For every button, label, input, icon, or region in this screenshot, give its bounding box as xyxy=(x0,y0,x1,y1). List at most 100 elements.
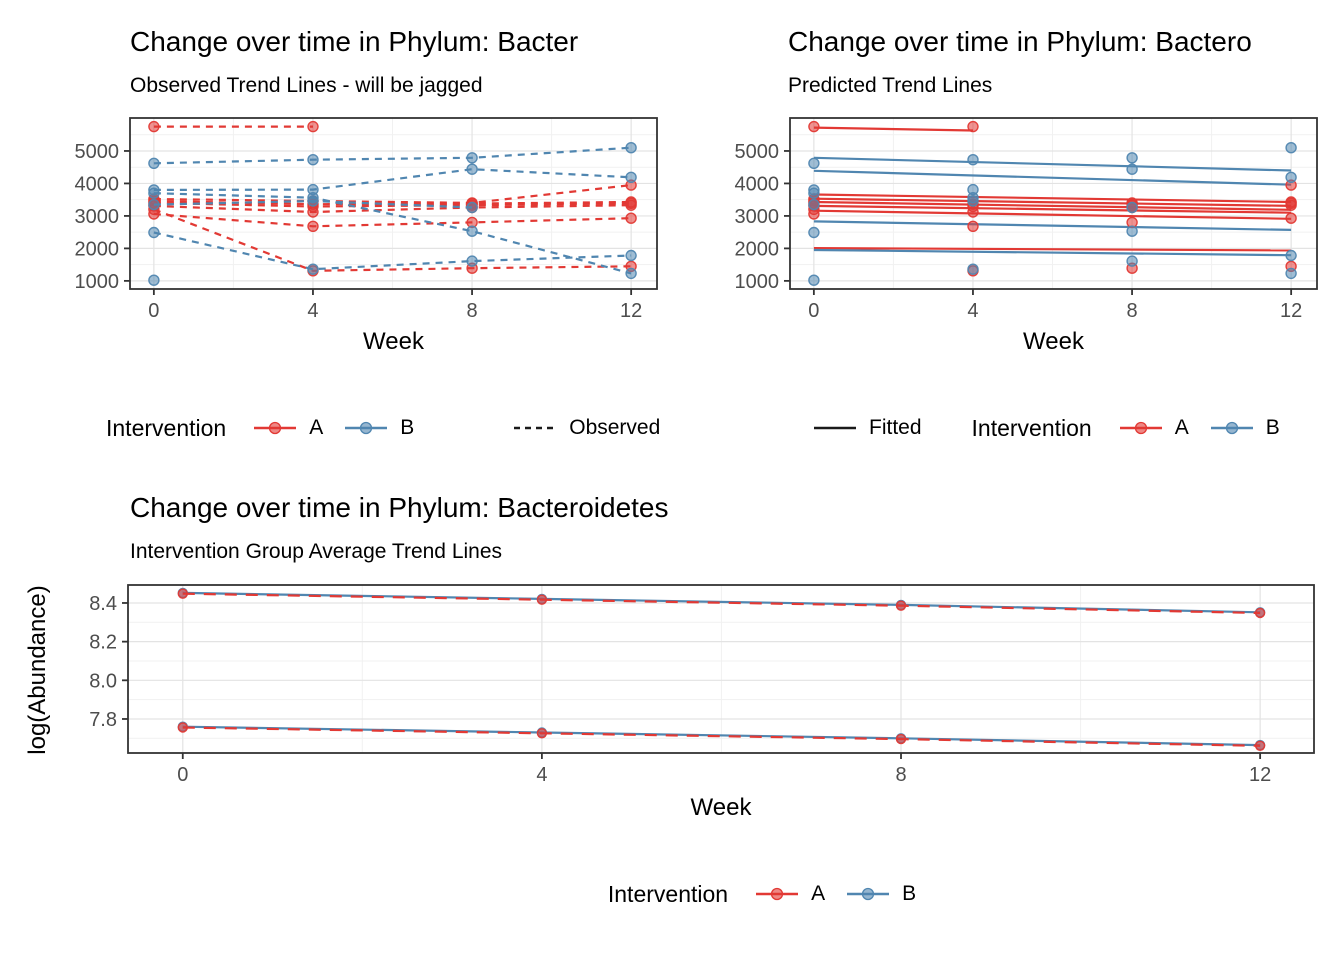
legend-key-b-point xyxy=(861,887,875,901)
data-point-A-lower-avg xyxy=(895,733,907,745)
trend-line-fit-A6 xyxy=(813,209,1292,220)
x-tick-label: 8 xyxy=(895,764,906,786)
x-tick-label: 12 xyxy=(1249,764,1271,786)
data-point-A-lower-avg xyxy=(1254,740,1266,751)
legend-key-fitted: Fitted xyxy=(812,415,922,441)
legend-key-fitted-glyph xyxy=(814,426,856,430)
trend-line-A5 xyxy=(153,204,632,214)
data-point-obs-B1 xyxy=(967,153,979,166)
data-point-obs-A6 xyxy=(967,220,979,233)
panel-border xyxy=(129,117,658,290)
data-point-B4 xyxy=(307,195,319,207)
legend-key-b-glyph xyxy=(1210,421,1253,435)
data-point-A-lower-avg xyxy=(536,728,548,739)
trend-line-fit-A2 xyxy=(813,193,1292,204)
trend-line-B3 xyxy=(153,192,632,275)
legend-title-intervention: Intervention xyxy=(607,880,729,907)
data-point-A-upper-avg xyxy=(1254,607,1266,619)
x-tick-label: 4 xyxy=(536,764,547,786)
data-point-B1 xyxy=(466,152,478,164)
y-tick-label: 5000 xyxy=(75,141,120,163)
legend-key-a-point xyxy=(1134,421,1147,435)
y-tick-label: 4000 xyxy=(75,173,120,195)
data-point-A6 xyxy=(307,220,319,233)
y-tick-label: 2000 xyxy=(75,238,120,260)
trend-line-A4 xyxy=(153,201,632,208)
trend-line-fit-B2 xyxy=(813,169,1292,186)
data-point-obs-A5 xyxy=(967,206,979,218)
x-tick-label: 8 xyxy=(466,300,477,322)
data-point-obs-B4 xyxy=(808,198,820,211)
chart-group-average-legend: Intervention A B xyxy=(0,872,1344,916)
trend-line-A-upper-avg xyxy=(182,592,1261,615)
data-point-B4 xyxy=(148,198,160,211)
chart-predicted-subtitle: Predicted Trend Lines xyxy=(788,74,993,97)
chart-group-average-subtitle: Intervention Group Average Trend Lines xyxy=(130,540,503,563)
data-point-obs-B1 xyxy=(1285,141,1297,154)
trend-line-B1 xyxy=(153,146,632,165)
y-tick-label: 2000 xyxy=(735,238,780,260)
trend-line-B2 xyxy=(153,168,632,191)
x-tick-label: 8 xyxy=(1126,300,1137,322)
y-tick-label: 8.2 xyxy=(89,632,117,654)
trend-line-A2 xyxy=(153,184,632,205)
data-point-B3 xyxy=(466,225,478,237)
legend-key-b-label: B xyxy=(1265,416,1280,439)
data-point-B1 xyxy=(625,141,637,154)
data-point-obs-B5 xyxy=(808,226,820,239)
legend-key-a-glyph xyxy=(254,421,297,435)
chart-group-average-title: Change over time in Phylum: Bacteroidete… xyxy=(130,492,669,523)
legend-key-b-label: B xyxy=(902,882,917,905)
legend-title-intervention: Intervention xyxy=(971,414,1092,441)
y-tick-label: 5000 xyxy=(735,141,780,163)
data-point-B2 xyxy=(466,163,478,175)
legend-key-a-point xyxy=(269,421,282,435)
chart-observed-plot: 0 4 8 12 1000 2000 3000 4000 5000 xyxy=(75,117,658,322)
data-point-B3 xyxy=(148,187,160,199)
data-point-A5 xyxy=(307,206,319,218)
trend-line-fit-A4 xyxy=(813,200,1292,211)
legend-key-b-glyph xyxy=(847,887,890,901)
trend-line-fit-B4 xyxy=(813,248,1292,257)
data-point-obs-B3 xyxy=(808,187,820,199)
legend-key-b-label: B xyxy=(400,416,415,439)
legend-key-a-label: A xyxy=(811,882,826,905)
data-point-obs-B2 xyxy=(1126,163,1138,175)
legend-key-a-point xyxy=(770,887,784,901)
data-point-obs-B5 xyxy=(1126,255,1138,267)
panel-border xyxy=(127,584,1315,754)
x-tick-label: 0 xyxy=(148,300,159,322)
data-point-obs-B2 xyxy=(1285,171,1297,184)
legend-key-b-point xyxy=(1225,421,1238,435)
data-point-B1 xyxy=(148,157,160,170)
y-tick-label: 4000 xyxy=(735,173,780,195)
data-point-obs-A6 xyxy=(1285,212,1297,224)
y-tick-label: 3000 xyxy=(735,206,780,228)
x-tick-label: 0 xyxy=(808,300,819,322)
data-point-B5 xyxy=(625,249,637,262)
data-point-B4 xyxy=(466,201,478,214)
trend-line-fit-A5 xyxy=(813,204,1292,214)
chart-observed-subtitle: Observed Trend Lines - will be jagged xyxy=(130,74,483,97)
chart-observed-legend: Intervention A B Observed xyxy=(0,406,778,450)
legend-key-b-glyph xyxy=(345,421,388,435)
trend-line-fit-B1 xyxy=(813,156,1292,172)
x-tick-label: 0 xyxy=(177,764,188,786)
legend-key-b: B xyxy=(1209,415,1280,441)
data-point-obs-B1 xyxy=(1126,152,1138,164)
x-tick-label: 12 xyxy=(1280,300,1302,322)
panel-border xyxy=(789,117,1318,290)
data-point-obs-B4 xyxy=(967,195,979,207)
legend-key-a-label: A xyxy=(1174,416,1189,439)
legend-key-b: B xyxy=(845,881,916,907)
data-point-A6 xyxy=(625,212,637,224)
data-point-obs-B5 xyxy=(1285,249,1297,262)
data-point-B1 xyxy=(307,153,319,166)
data-point-B3 xyxy=(625,267,637,280)
chart-predicted-title: Change over time in Phylum: Bactero xyxy=(788,26,1252,57)
data-point-B5 xyxy=(307,263,319,275)
data-point-A1 xyxy=(148,120,160,133)
x-tick-label: 4 xyxy=(967,300,978,322)
trend-line-B5 xyxy=(153,231,632,271)
